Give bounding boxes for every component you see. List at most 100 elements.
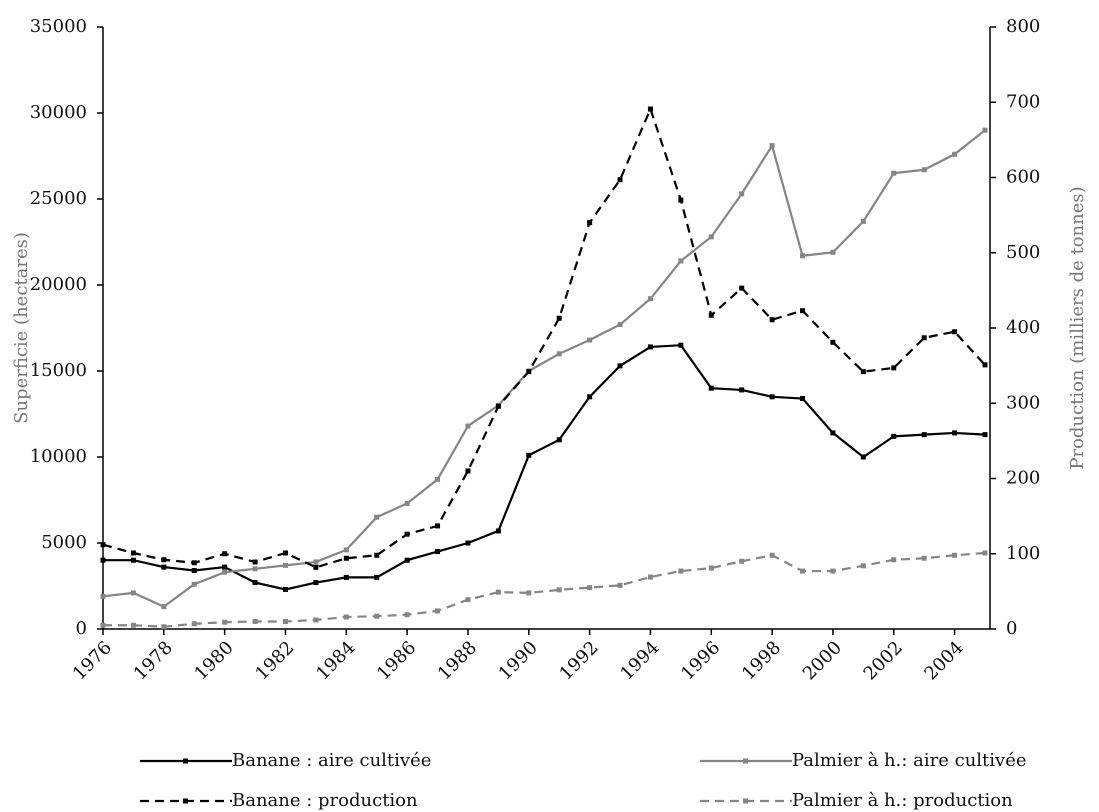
x-tick-label: 1978	[130, 637, 177, 684]
point-marker	[952, 552, 958, 558]
y2-tick-label: 800	[1006, 16, 1040, 37]
point-marker	[830, 249, 836, 255]
x-tick-label: 1984	[312, 637, 359, 684]
x-tick-label: 1982	[251, 637, 298, 684]
point-marker	[130, 622, 136, 628]
point-marker	[739, 191, 745, 197]
point-marker	[435, 549, 441, 555]
y-tick-label: 30000	[30, 102, 87, 123]
point-marker	[891, 433, 897, 439]
point-marker	[830, 568, 836, 574]
point-marker	[800, 308, 806, 314]
point-marker	[982, 432, 988, 438]
legend-label: Banane : production	[232, 790, 418, 811]
point-marker	[252, 566, 258, 572]
x-tick-label: 1988	[434, 637, 481, 684]
point-marker	[313, 564, 319, 570]
point-marker	[435, 476, 441, 482]
point-marker	[495, 528, 501, 534]
point-marker	[465, 423, 471, 429]
legend-label: Palmier à h.: production	[792, 790, 1013, 811]
point-marker	[404, 531, 410, 537]
point-marker	[617, 363, 623, 369]
point-marker	[921, 167, 927, 173]
point-marker	[343, 555, 349, 561]
legend-marker	[743, 758, 748, 764]
point-marker	[222, 569, 228, 575]
x-tick-label: 1994	[616, 637, 663, 684]
point-marker	[921, 432, 927, 438]
point-marker	[282, 550, 288, 556]
point-marker	[191, 560, 197, 566]
x-tick-label: 1998	[738, 637, 785, 684]
point-marker	[100, 622, 106, 628]
x-tick-label: 2000	[799, 637, 846, 684]
point-marker	[465, 468, 471, 474]
point-marker	[708, 565, 714, 571]
point-marker	[282, 586, 288, 592]
point-marker	[130, 590, 136, 596]
point-marker	[921, 555, 927, 561]
point-marker	[313, 617, 319, 623]
point-marker	[252, 559, 258, 565]
point-marker	[191, 581, 197, 587]
point-marker	[739, 558, 745, 564]
point-marker	[526, 452, 532, 458]
point-marker	[860, 218, 866, 224]
point-marker	[404, 557, 410, 563]
point-marker	[830, 430, 836, 436]
series-line	[102, 129, 986, 608]
point-marker	[191, 621, 197, 627]
y2-tick-label: 0	[1006, 618, 1017, 639]
y2-tick-label: 200	[1006, 468, 1040, 489]
point-marker	[952, 430, 958, 436]
point-marker	[891, 170, 897, 176]
point-marker	[526, 590, 532, 596]
y-tick-label: 5000	[41, 532, 87, 553]
legend-marker	[183, 758, 188, 764]
point-marker	[495, 589, 501, 595]
point-marker	[495, 403, 501, 409]
point-marker	[435, 608, 441, 614]
point-marker	[130, 550, 136, 556]
point-marker	[921, 335, 927, 341]
point-marker	[282, 562, 288, 568]
point-marker	[161, 624, 167, 630]
x-tick-label: 1980	[190, 637, 237, 684]
point-marker	[556, 437, 562, 443]
point-marker	[587, 394, 593, 400]
point-marker	[161, 604, 167, 610]
point-marker	[830, 339, 836, 345]
point-marker	[404, 500, 410, 506]
legend-marker	[183, 798, 188, 804]
y2-tick-label: 100	[1006, 543, 1040, 564]
point-marker	[678, 258, 684, 264]
point-marker	[465, 597, 471, 603]
x-tick-label: 2002	[860, 637, 907, 684]
point-marker	[343, 547, 349, 553]
point-marker	[647, 574, 653, 580]
y-tick-label: 20000	[30, 274, 87, 295]
point-marker	[739, 285, 745, 291]
point-marker	[647, 106, 653, 112]
y-axis-title: Superficie (hectares)	[11, 232, 32, 424]
series-line	[103, 551, 986, 628]
x-tick-label: 2004	[920, 637, 967, 684]
point-marker	[891, 365, 897, 371]
x-tick-label: 1996	[677, 637, 724, 684]
point-marker	[282, 618, 288, 624]
point-marker	[100, 593, 106, 599]
legend-label: Palmier à h.: aire cultivée	[792, 750, 1027, 771]
point-marker	[860, 563, 866, 569]
point-marker	[374, 613, 380, 619]
point-marker	[100, 542, 106, 548]
point-marker	[617, 582, 623, 588]
y-tick-label: 10000	[30, 446, 87, 467]
point-marker	[343, 614, 349, 620]
point-marker	[982, 127, 988, 133]
point-marker	[678, 197, 684, 203]
point-marker	[374, 574, 380, 580]
point-marker	[374, 514, 380, 520]
point-marker	[647, 344, 653, 350]
x-tick-label: 1990	[495, 637, 542, 684]
